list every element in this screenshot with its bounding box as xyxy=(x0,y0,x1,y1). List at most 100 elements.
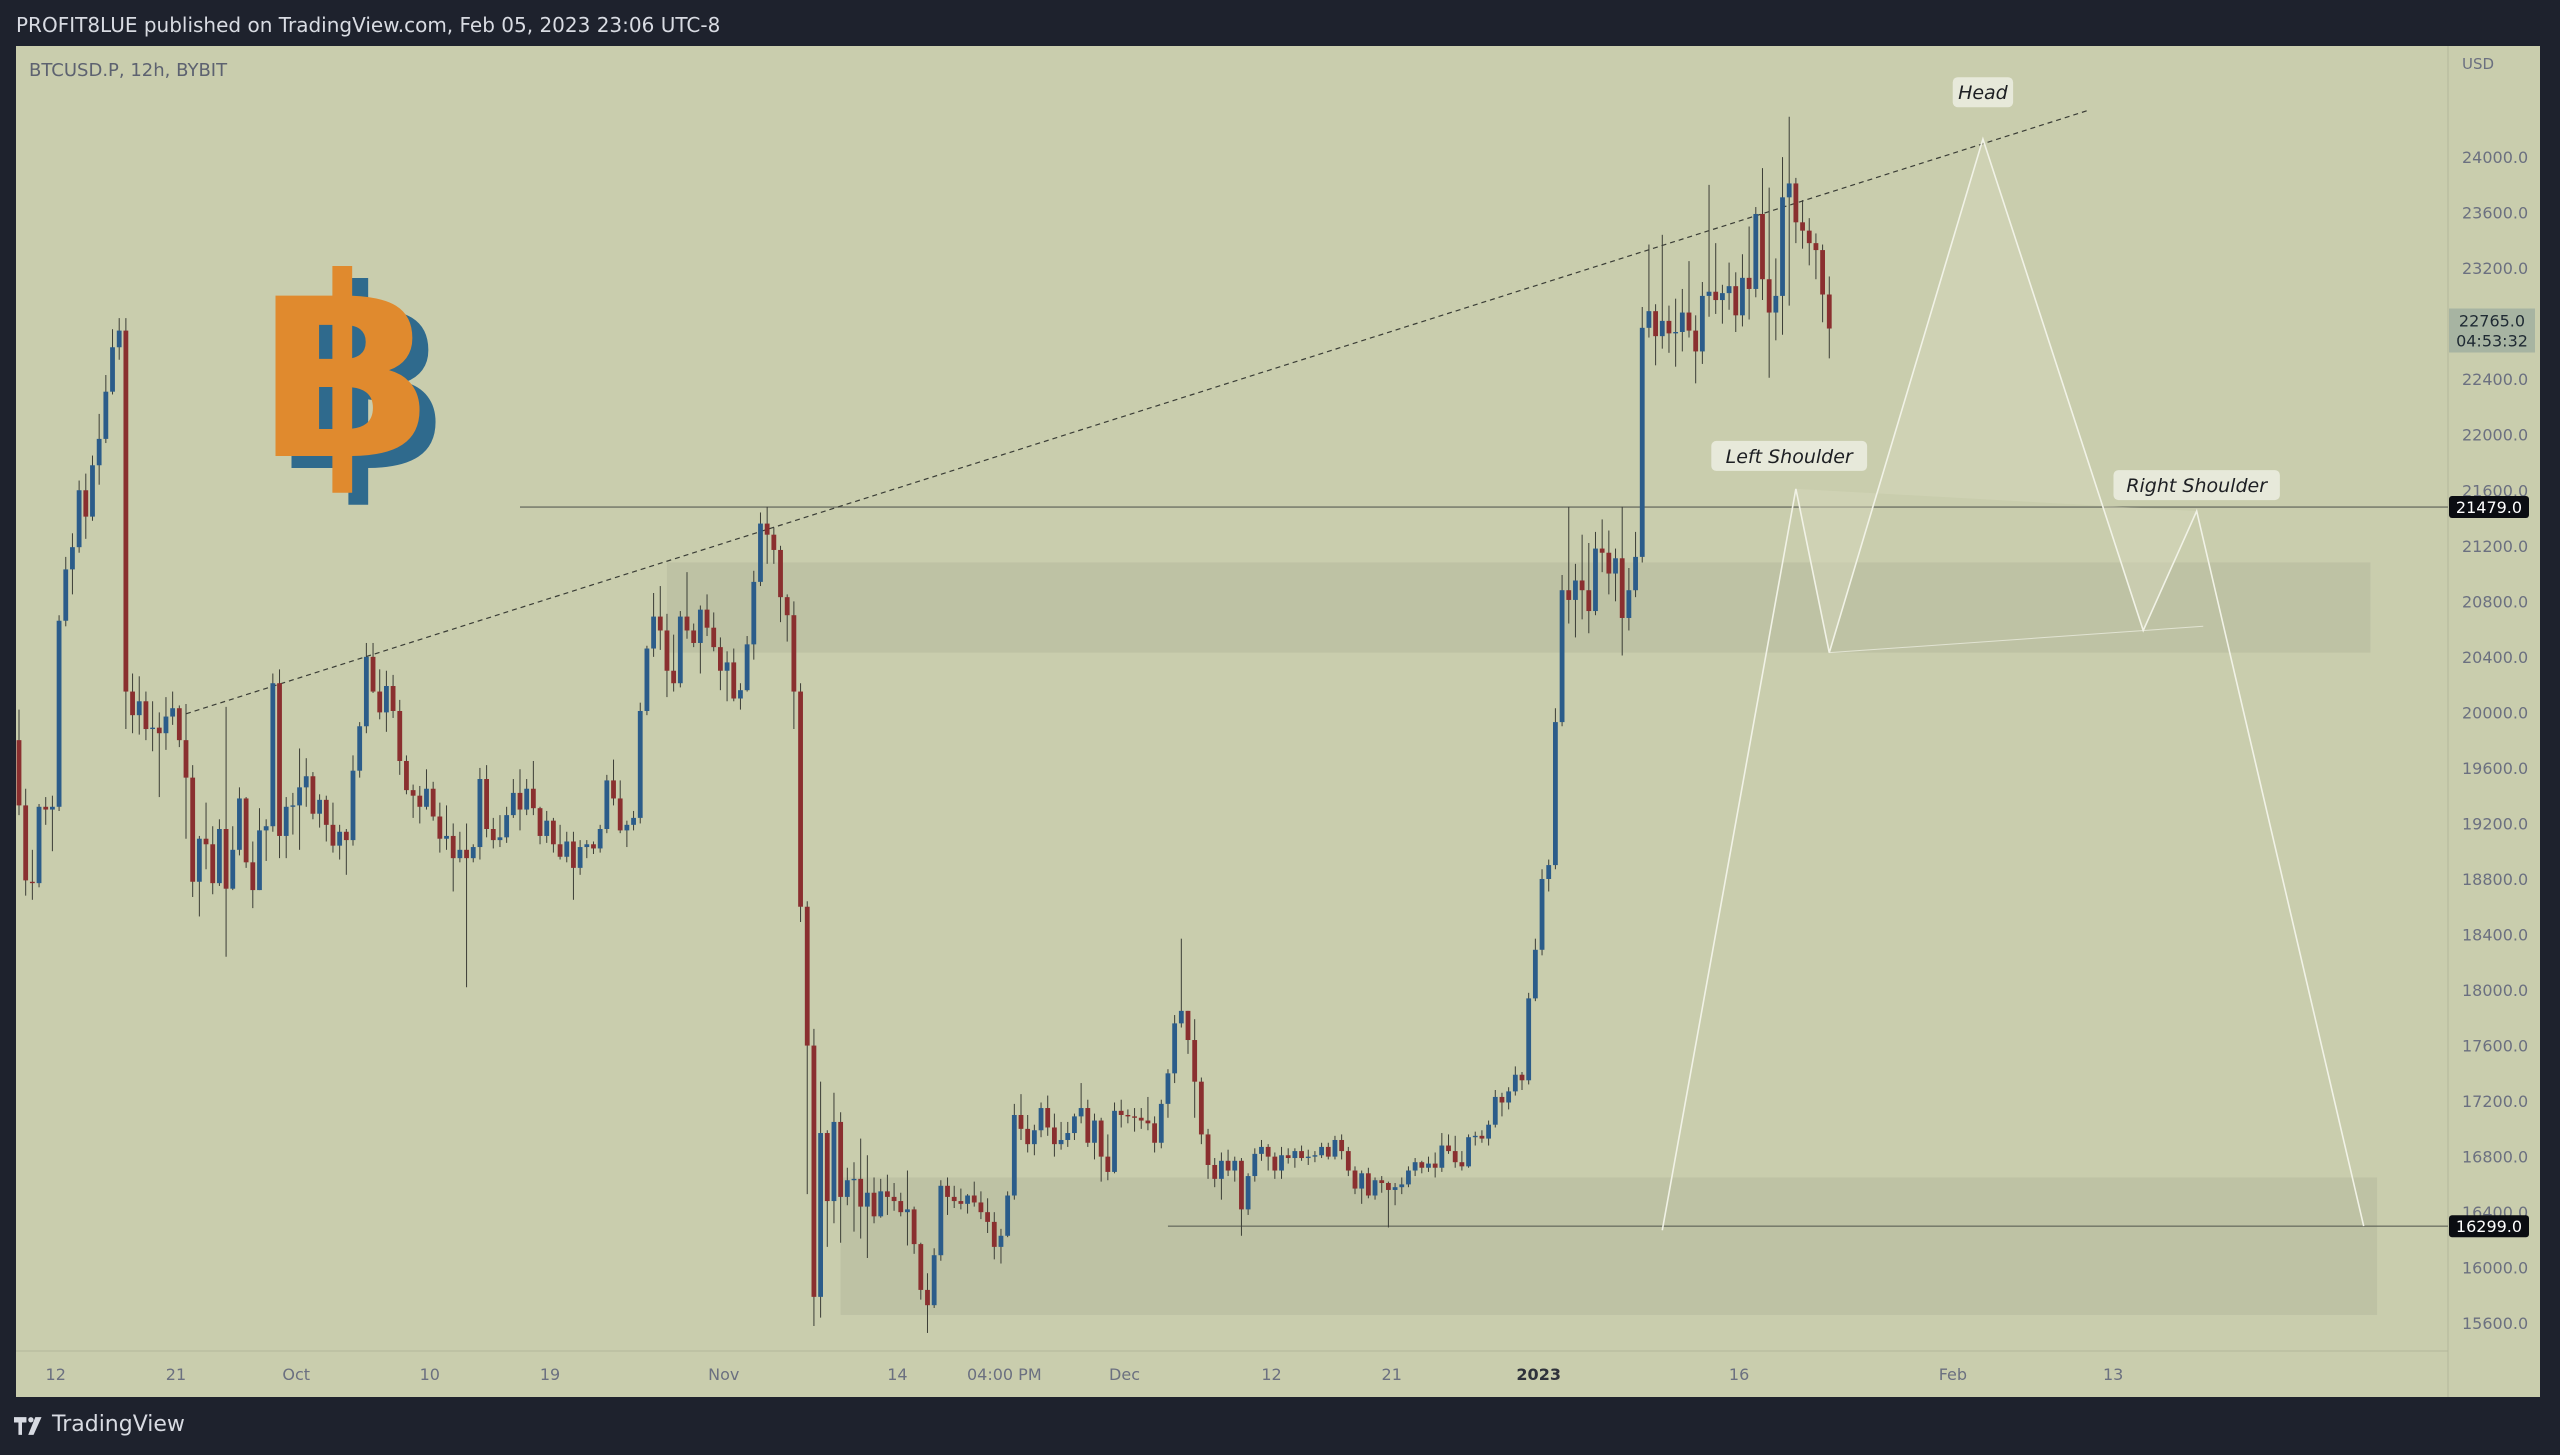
x-tick-label: 14 xyxy=(887,1365,907,1384)
candle-body xyxy=(1599,548,1605,553)
candle-body xyxy=(557,844,563,857)
candle-body xyxy=(1132,1116,1137,1118)
candle-body xyxy=(1512,1074,1518,1092)
candle-body xyxy=(965,1195,970,1204)
candle-body xyxy=(103,391,109,439)
candle-body xyxy=(270,683,276,827)
pattern-fill xyxy=(1795,139,2197,653)
candle-body xyxy=(1205,1134,1211,1165)
candle-body xyxy=(664,630,670,671)
candle-body xyxy=(1138,1117,1144,1121)
y-tick-label: 20000.0 xyxy=(2462,703,2528,722)
candle-body xyxy=(1178,1010,1184,1024)
annotation-label: Left Shoulder xyxy=(1711,440,1868,471)
annotation-text: Left Shoulder xyxy=(1726,446,1854,468)
candle-body xyxy=(524,788,530,810)
candle-body xyxy=(1679,312,1685,332)
candle-body xyxy=(1399,1184,1405,1188)
candle-body xyxy=(1072,1116,1077,1134)
published-text: PROFIT8LUE published on TradingView.com,… xyxy=(16,13,721,37)
candle-body xyxy=(1452,1151,1458,1163)
candle-body xyxy=(283,806,289,836)
candle-body xyxy=(1733,286,1739,316)
candle-body xyxy=(70,547,75,570)
candle-body xyxy=(1239,1160,1244,1210)
candle-body xyxy=(1419,1162,1425,1168)
candle-body xyxy=(1386,1183,1391,1190)
candle-body xyxy=(1659,320,1665,337)
x-tick-label: 16 xyxy=(1729,1365,1749,1384)
time-axis-background[interactable] xyxy=(16,1351,2448,1397)
annotation-text: Right Shoulder xyxy=(2126,475,2268,497)
candle-body xyxy=(1686,312,1692,331)
candle-body xyxy=(110,347,115,392)
candle-body xyxy=(337,831,343,846)
candle-body xyxy=(878,1191,884,1217)
candle-body xyxy=(176,708,182,741)
candle-body xyxy=(1312,1155,1318,1157)
candle-body xyxy=(611,780,616,799)
candle-body xyxy=(1693,330,1699,352)
candle-body xyxy=(551,820,556,845)
candle-body xyxy=(1472,1135,1478,1138)
candle-body xyxy=(1078,1108,1084,1117)
y-tick-label: 16000.0 xyxy=(2462,1259,2528,1278)
candle-body xyxy=(150,727,155,730)
candle-body xyxy=(116,330,122,348)
candle-body xyxy=(1559,590,1565,723)
y-tick-label: 17600.0 xyxy=(2462,1037,2528,1056)
candle-body xyxy=(1613,558,1618,574)
x-tick-label: Dec xyxy=(1109,1365,1140,1384)
candle-body xyxy=(1426,1163,1431,1168)
candle-body xyxy=(1720,293,1725,301)
candle-body xyxy=(644,648,650,711)
candle-body xyxy=(1172,1023,1178,1074)
candle-body xyxy=(1285,1155,1291,1159)
candle-body xyxy=(571,841,576,868)
candle-body xyxy=(310,776,316,814)
candle-body xyxy=(517,792,523,810)
y-tick-label: 18000.0 xyxy=(2462,981,2528,1000)
candle-body xyxy=(196,838,202,882)
candle-body xyxy=(1492,1096,1498,1125)
candle-body xyxy=(1359,1173,1365,1189)
candle-body xyxy=(464,849,469,859)
candle-body xyxy=(1325,1146,1331,1157)
candle-body xyxy=(771,534,777,550)
candle-body xyxy=(477,779,483,848)
candle-body xyxy=(377,691,383,713)
footer-brand[interactable]: TradingView xyxy=(52,1412,185,1437)
candle-body xyxy=(1192,1040,1198,1082)
tradingview-logo-icon xyxy=(14,1417,42,1435)
candle-body xyxy=(564,841,570,857)
x-tick-label: 21 xyxy=(1382,1365,1402,1384)
candle-body xyxy=(1185,1010,1191,1041)
candle-body xyxy=(1085,1108,1091,1143)
candle-body xyxy=(758,523,763,582)
candle-body xyxy=(1813,243,1819,251)
candle-body xyxy=(1826,294,1832,329)
candle-body xyxy=(1412,1162,1418,1171)
candle-body xyxy=(1800,222,1805,231)
price-axis-background[interactable] xyxy=(2448,46,2540,1397)
candle-body xyxy=(343,831,349,841)
y-tick-label: 19200.0 xyxy=(2462,814,2528,833)
candle-body xyxy=(1566,590,1572,600)
candle-body xyxy=(584,844,590,848)
candle-body xyxy=(858,1178,864,1207)
x-tick-label: 12 xyxy=(1261,1365,1281,1384)
candle-body xyxy=(357,726,363,771)
publication-header: PROFIT8LUE published on TradingView.com,… xyxy=(0,0,2560,46)
candle-body xyxy=(871,1192,877,1217)
x-tick-label: 21 xyxy=(166,1365,186,1384)
candle-body xyxy=(1045,1108,1051,1128)
candle-body xyxy=(958,1201,964,1204)
candle-body xyxy=(864,1192,870,1207)
candle-body xyxy=(697,609,703,643)
candle-body xyxy=(190,777,196,882)
candle-body xyxy=(738,690,743,699)
candle-body xyxy=(1506,1091,1512,1103)
countdown-text: 04:53:32 xyxy=(2456,332,2528,351)
candle-body xyxy=(744,644,750,691)
